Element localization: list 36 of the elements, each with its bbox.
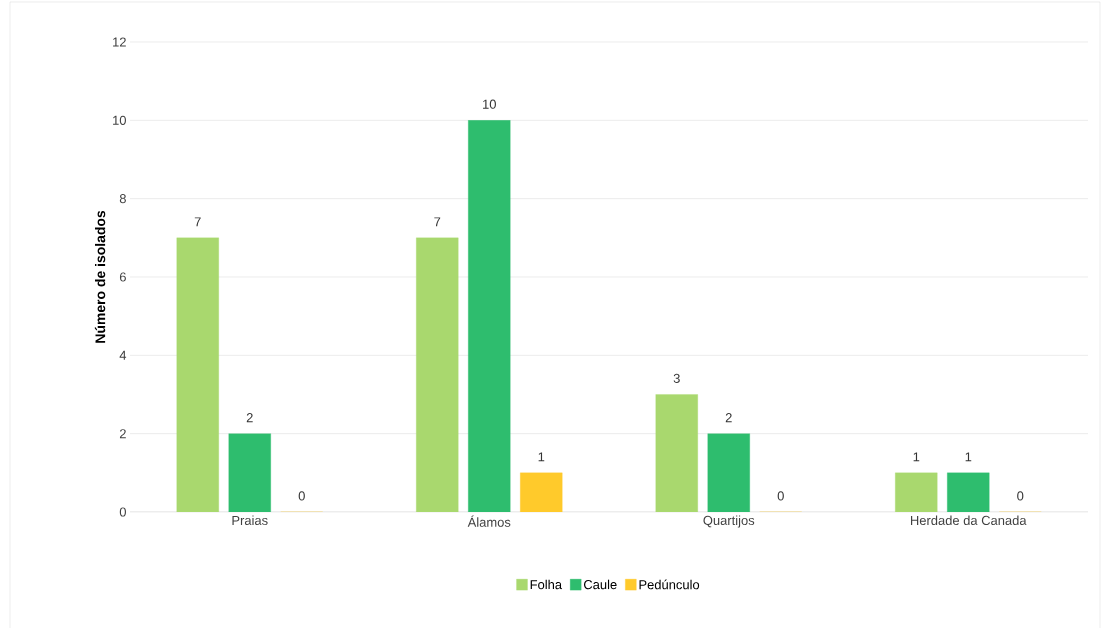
data-label: 10 (483, 99, 496, 109)
data-label: 2 (725, 413, 732, 423)
data-label: 1 (538, 452, 545, 462)
x-tick-label: Quartijos (703, 515, 755, 528)
bar (655, 394, 698, 512)
bar (176, 237, 219, 512)
bar (520, 472, 563, 512)
y-tick-label: 8 (119, 194, 126, 204)
legend-label: Pedúnculo (639, 579, 700, 590)
bar (707, 433, 750, 512)
legend-label: Folha (530, 579, 563, 590)
data-label: 7 (434, 217, 441, 227)
data-label: 1 (913, 452, 920, 462)
x-tick-label: Praias (232, 515, 268, 526)
data-label: 0 (298, 491, 305, 501)
bar (947, 472, 990, 512)
bar (228, 433, 271, 512)
data-label: 0 (1017, 491, 1024, 501)
data-label: 3 (673, 373, 680, 383)
data-label: 1 (965, 452, 972, 462)
y-tick-label: 10 (113, 115, 126, 125)
y-tick-label: 4 (119, 350, 127, 360)
bar (416, 237, 459, 512)
data-label: 0 (777, 491, 784, 501)
y-tick-label: 6 (119, 272, 126, 282)
bar (468, 120, 511, 512)
y-tick-label: 2 (119, 429, 126, 439)
x-tick-label: Herdade da Canada (911, 515, 1027, 526)
y-axis-title: Número de isolados (94, 210, 106, 343)
legend-label: Caule (583, 579, 617, 590)
x-tick-label: Álamos (467, 515, 511, 527)
y-tick-label: 12 (113, 37, 126, 47)
data-label: 2 (246, 413, 253, 423)
bar (895, 472, 938, 512)
data-label: 7 (194, 217, 201, 227)
y-tick-label: 0 (119, 507, 126, 517)
